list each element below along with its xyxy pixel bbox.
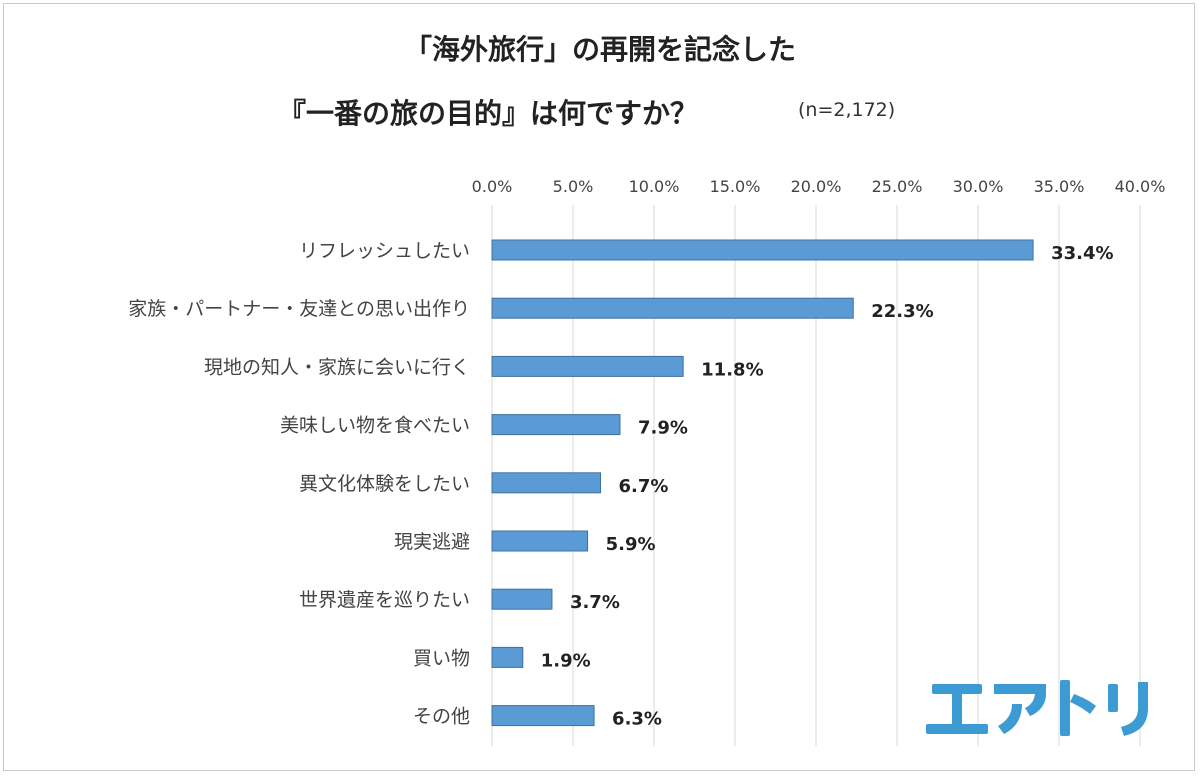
chart-title-line2: 『一番の旅の目的』は何ですか？ <box>278 97 699 130</box>
x-tick-label: 5.0% <box>553 177 594 196</box>
data-label: 22.3% <box>871 301 933 322</box>
data-label: 1.9% <box>541 650 591 671</box>
bar <box>491 530 589 552</box>
data-label: 6.7% <box>619 476 669 497</box>
category-label: 現実逃避 <box>394 531 470 553</box>
sample-size: (n=2,172) <box>798 99 896 121</box>
category-label: 現地の知人・家族に会いに行く <box>204 356 470 378</box>
chart-title-line1: 「海外旅行」の再開を記念した <box>403 33 796 66</box>
x-tick-label: 0.0% <box>472 177 513 196</box>
airtrip-logo <box>926 680 1148 736</box>
bar <box>491 239 1034 261</box>
chart-frame <box>3 3 1195 771</box>
bar <box>491 588 553 610</box>
x-tick-label: 30.0% <box>953 177 1004 196</box>
category-label: リフレッシュしたい <box>299 240 470 262</box>
bar <box>491 355 684 377</box>
data-label: 11.8% <box>701 359 763 380</box>
data-label: 7.9% <box>638 418 688 439</box>
category-label: 異文化体験をしたい <box>299 473 470 495</box>
bar <box>491 472 602 494</box>
bar <box>491 646 524 668</box>
category-label: 家族・パートナー・友達との思い出作り <box>128 298 470 320</box>
category-label: 美味しい物を食べたい <box>280 415 470 437</box>
data-label: 33.4% <box>1051 243 1113 264</box>
data-label: 6.3% <box>612 709 662 730</box>
logo-glyphs <box>926 680 1148 736</box>
x-tick-label: 20.0% <box>791 177 842 196</box>
category-label: その他 <box>413 706 470 728</box>
bar <box>491 297 854 319</box>
bar <box>491 414 621 436</box>
x-tick-label: 10.0% <box>629 177 680 196</box>
x-tick-label: 15.0% <box>710 177 761 196</box>
x-tick-label: 35.0% <box>1034 177 1085 196</box>
data-label: 5.9% <box>606 534 656 555</box>
x-tick-label: 40.0% <box>1115 177 1166 196</box>
x-tick-label: 25.0% <box>872 177 923 196</box>
bar <box>491 705 595 727</box>
category-label: 世界遺産を巡りたい <box>299 589 470 611</box>
data-label: 3.7% <box>570 592 620 613</box>
category-label: 買い物 <box>413 647 470 669</box>
